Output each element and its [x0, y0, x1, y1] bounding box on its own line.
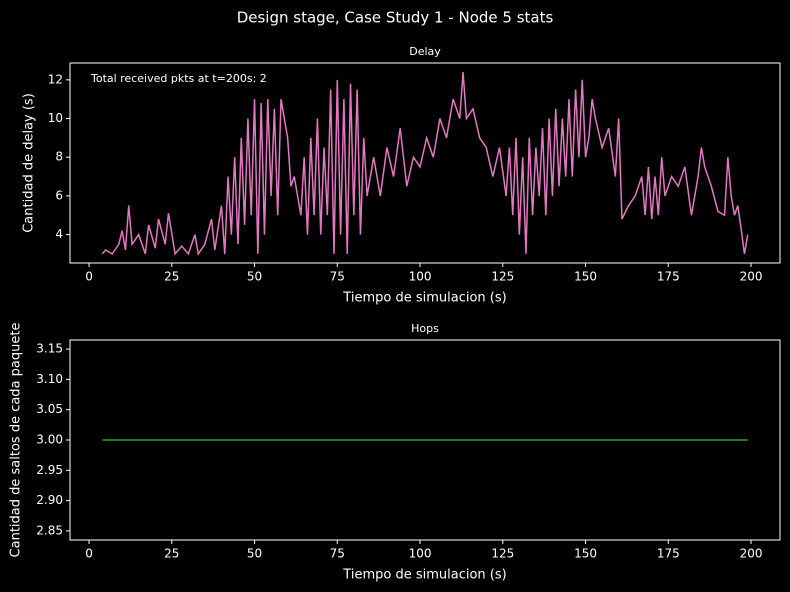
y-tick-label: 2.95 [36, 463, 63, 477]
annotation: Total received pkts at t=200s: 2 [90, 72, 267, 85]
x-tick-label: 150 [574, 547, 597, 561]
x-tick-label: 0 [85, 547, 93, 561]
axes-title: Hops [411, 322, 439, 335]
y-axis-label: Cantidad de saltos de cada paquete [9, 323, 24, 558]
x-tick-label: 25 [164, 547, 179, 561]
y-tick-label: 12 [48, 72, 63, 86]
axes-frame [69, 62, 781, 264]
x-axis-label: Tiempo de simulacion (s) [342, 568, 506, 583]
y-axis-label: Cantidad de delay (s) [22, 93, 37, 233]
y-tick-label: 3.15 [36, 342, 63, 356]
data-line [101, 72, 749, 256]
x-tick-label: 50 [247, 270, 262, 284]
y-tick-label: 3.10 [36, 372, 63, 386]
axes-title: Delay [409, 45, 441, 58]
x-tick-label: 125 [491, 270, 514, 284]
y-tick-label: 4 [55, 227, 63, 241]
x-tick-label: 75 [330, 547, 345, 561]
x-tick-label: 175 [657, 270, 680, 284]
y-tick-label: 8 [55, 150, 63, 164]
x-tick-label: 125 [491, 547, 514, 561]
x-tick-label: 100 [409, 547, 432, 561]
x-tick-label: 75 [330, 270, 345, 284]
x-tick-label: 200 [740, 270, 763, 284]
figure-title: Design stage, Case Study 1 - Node 5 stat… [237, 9, 554, 27]
x-tick-label: 50 [247, 547, 262, 561]
x-tick-label: 100 [409, 270, 432, 284]
y-tick-label: 6 [55, 188, 63, 202]
y-tick-label: 3.05 [36, 402, 63, 416]
x-tick-label: 0 [85, 270, 93, 284]
y-tick-label: 2.90 [36, 493, 63, 507]
y-tick-label: 2.85 [36, 523, 63, 537]
y-tick-label: 10 [48, 111, 63, 125]
y-tick-label: 3.00 [36, 433, 63, 447]
x-axis-label: Tiempo de simulacion (s) [342, 291, 506, 306]
x-tick-label: 25 [164, 270, 179, 284]
x-tick-label: 150 [574, 270, 597, 284]
x-tick-label: 175 [657, 547, 680, 561]
x-tick-label: 200 [740, 547, 763, 561]
